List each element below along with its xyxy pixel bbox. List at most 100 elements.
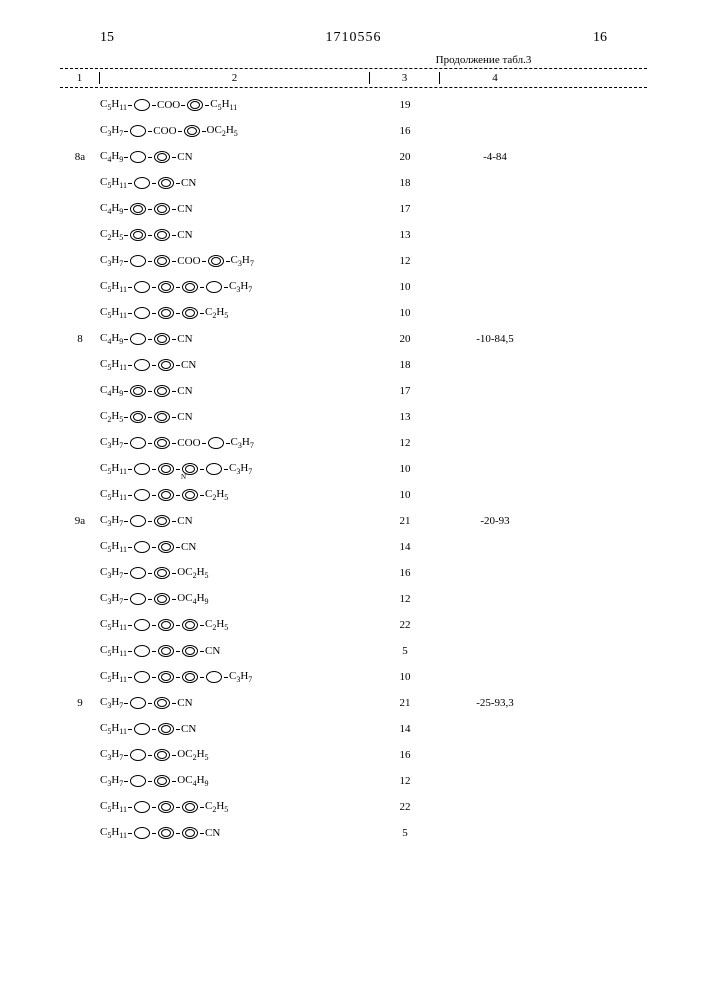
value-col3: 21: [370, 697, 440, 709]
value-col3: 12: [370, 437, 440, 449]
row-id: 8: [60, 333, 100, 345]
value-col3: 21: [370, 515, 440, 527]
chemical-formula: C3H7COOC3H7: [100, 254, 370, 268]
page-header: 15 1710556 16: [60, 30, 647, 46]
table-row: C5H11C2H522: [60, 794, 647, 820]
table-row: C5H11CN5: [60, 638, 647, 664]
table-row: 9C3H7CN21-25-93,3: [60, 690, 647, 716]
value-col3: 12: [370, 593, 440, 605]
chemical-formula: C4H9CN: [100, 202, 370, 216]
value-col3: 10: [370, 307, 440, 319]
chemical-formula: C5H11C2H5: [100, 800, 370, 814]
table-row: C5H11C3H710: [60, 274, 647, 300]
chemical-formula: C3H7CN: [100, 514, 370, 528]
chemical-formula: C5H11C3H7: [100, 280, 370, 294]
chemical-formula: C5H11CN: [100, 540, 370, 554]
chemical-formula: C3H7CN: [100, 696, 370, 710]
chemical-formula: C4H9CN: [100, 332, 370, 346]
chemical-formula: C5H11CN: [100, 644, 370, 658]
chemical-formula: C5H11CN: [100, 176, 370, 190]
value-col3: 20: [370, 333, 440, 345]
page-number-right: 16: [593, 30, 607, 46]
document-page: 15 1710556 16 Продолжение табл.3 1 2 3 4…: [0, 0, 707, 1000]
chemical-formula: C5H11CN: [100, 722, 370, 736]
table-row: C5H11C2H510: [60, 482, 647, 508]
chemical-formula: C2H5CN: [100, 410, 370, 424]
value-col3: 16: [370, 125, 440, 137]
value-col3: 17: [370, 385, 440, 397]
col-header-3: 3: [370, 72, 440, 84]
table-row: C3H7OC2H516: [60, 742, 647, 768]
table-row: 8C4H9CN20-10-84,5: [60, 326, 647, 352]
value-col3: 20: [370, 151, 440, 163]
value-col3: 10: [370, 281, 440, 293]
chemical-formula: C3H7OC2H5: [100, 566, 370, 580]
table-row: C2H5CN13: [60, 222, 647, 248]
value-col3: 18: [370, 359, 440, 371]
value-col3: 5: [370, 645, 440, 657]
table-row: C5H11CN14: [60, 534, 647, 560]
value-col4: -10-84,5: [440, 333, 550, 345]
col-header-4: 4: [440, 72, 550, 84]
row-id: 9: [60, 697, 100, 709]
chemical-formula: C5H11CN: [100, 826, 370, 840]
table-row: C5H11C3H710: [60, 664, 647, 690]
value-col3: 10: [370, 671, 440, 683]
table-row: 9aC3H7CN21-20-93: [60, 508, 647, 534]
chemical-formula: C2H5CN: [100, 228, 370, 242]
value-col3: 19: [370, 99, 440, 111]
chemical-formula: C3H7COOOC2H5: [100, 124, 370, 138]
chemical-formula: C5H11C3H7: [100, 670, 370, 684]
table-row: C5H11CN14: [60, 716, 647, 742]
table-row: C5H11COOC5H1119: [60, 92, 647, 118]
chemical-formula: C4H9CN: [100, 384, 370, 398]
table-row: C3H7COOOC2H516: [60, 118, 647, 144]
table-row: C3H7COOC3H712: [60, 430, 647, 456]
table-row: C4H9CN17: [60, 378, 647, 404]
chemical-formula: C3H7OC2H5: [100, 748, 370, 762]
value-col3: 12: [370, 775, 440, 787]
table-row: C5H11CN5: [60, 820, 647, 846]
value-col3: 16: [370, 749, 440, 761]
document-number: 1710556: [326, 30, 382, 46]
table-row: C3H7OC4H912: [60, 768, 647, 794]
chemical-formula: C5H11C2H5: [100, 488, 370, 502]
value-col3: 12: [370, 255, 440, 267]
value-col3: 18: [370, 177, 440, 189]
value-col3: 17: [370, 203, 440, 215]
chemical-formula: C5H11COOC5H11: [100, 98, 370, 112]
table-body: C5H11COOC5H1119C3H7COOOC2H5168aC4H9CN20-…: [60, 92, 647, 846]
chemical-formula: C3H7OC4H9: [100, 774, 370, 788]
chemical-formula: C5H11CN: [100, 358, 370, 372]
table-caption: Продолжение табл.3: [320, 54, 647, 66]
table-row: C3H7COOC3H712: [60, 248, 647, 274]
table-row: C3H7OC4H912: [60, 586, 647, 612]
value-col3: 14: [370, 723, 440, 735]
table-row: C2H5CN13: [60, 404, 647, 430]
chemical-formula: C3H7COOC3H7: [100, 436, 370, 450]
row-id: 9a: [60, 515, 100, 527]
value-col4: -20-93: [440, 515, 550, 527]
value-col4: -4-84: [440, 151, 550, 163]
col-header-1: 1: [60, 72, 100, 84]
table-row: 8aC4H9CN20-4-84: [60, 144, 647, 170]
chemical-formula: C5H11C2H5: [100, 306, 370, 320]
table-row: C5H11CN18: [60, 352, 647, 378]
table-row: C3H7OC2H516: [60, 560, 647, 586]
value-col3: 5: [370, 827, 440, 839]
value-col3: 13: [370, 411, 440, 423]
value-col3: 16: [370, 567, 440, 579]
value-col3: 10: [370, 489, 440, 501]
value-col3: 10: [370, 463, 440, 475]
table-row: C5H11C3H710: [60, 456, 647, 482]
chemical-formula: C4H9CN: [100, 150, 370, 164]
chemical-formula: C3H7OC4H9: [100, 592, 370, 606]
value-col3: 13: [370, 229, 440, 241]
page-number-left: 15: [100, 30, 114, 46]
table-row: C5H11C2H510: [60, 300, 647, 326]
value-col3: 14: [370, 541, 440, 553]
col-header-2: 2: [100, 72, 370, 84]
chemical-formula: C5H11C2H5: [100, 618, 370, 632]
row-id: 8a: [60, 151, 100, 163]
table-row: C5H11C2H522: [60, 612, 647, 638]
